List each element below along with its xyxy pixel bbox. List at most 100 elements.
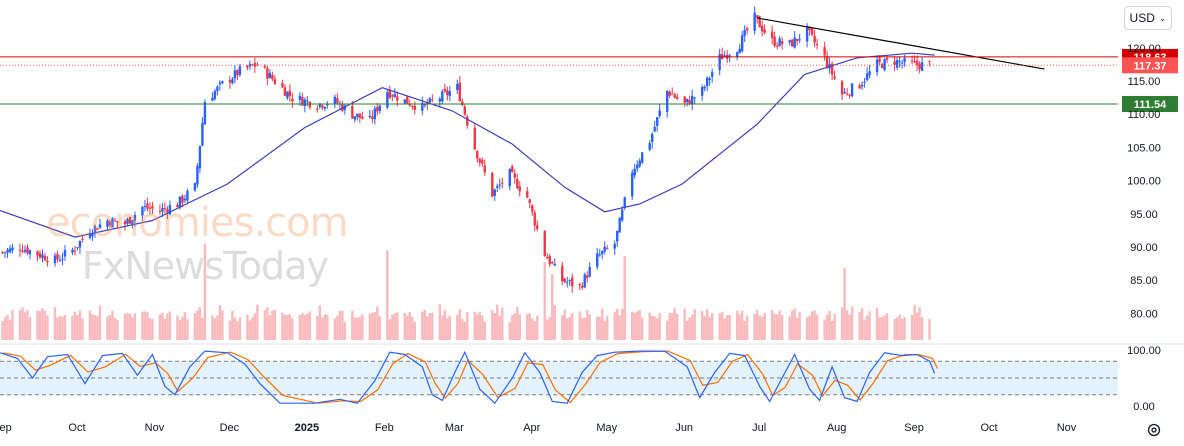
volume-bar (670, 312, 674, 340)
candle-body (920, 62, 924, 71)
volume-bar (493, 313, 496, 340)
candle-body (536, 225, 539, 229)
candle-body (76, 247, 79, 249)
volume-bar (728, 314, 731, 340)
candle-body (396, 96, 399, 101)
volume-bar (306, 313, 309, 340)
volume-bar (431, 312, 434, 340)
volume-bar (56, 317, 59, 340)
volume-bar (303, 315, 307, 340)
volume-bar (221, 310, 224, 340)
candle-body (845, 93, 849, 95)
candle-body (46, 260, 49, 263)
candle-body (546, 257, 549, 259)
volume-bar (443, 309, 446, 340)
volume-bar (810, 311, 814, 340)
candle-body (53, 255, 57, 264)
volume-bars (1, 244, 931, 340)
volume-bar (351, 310, 354, 340)
candle-body (813, 35, 816, 43)
candle-body (113, 220, 117, 222)
candle-body (616, 230, 619, 242)
volume-bar (301, 313, 304, 340)
volume-bar (213, 318, 217, 340)
candle-body (111, 218, 114, 228)
volume-bar (151, 318, 154, 340)
volume-bar (481, 315, 484, 340)
candle-body (421, 102, 424, 111)
candle-body (3, 252, 7, 254)
candle-body (868, 71, 871, 76)
candle-body (858, 85, 861, 89)
candle-body (388, 89, 392, 98)
volume-bar (568, 316, 571, 340)
settings-button[interactable] (1144, 420, 1164, 440)
level-label-current: 117.37 (1133, 60, 1166, 72)
volume-bar (253, 313, 257, 340)
volume-bar (893, 318, 896, 340)
candle-body (578, 284, 581, 286)
candle-body (316, 108, 319, 110)
candle-body (148, 207, 152, 209)
candle-body (598, 254, 601, 256)
descending-trendline (757, 17, 1045, 70)
volume-bar (3, 317, 7, 340)
volume-bar (218, 305, 222, 340)
candle-body (326, 104, 329, 106)
volume-bar (26, 310, 29, 340)
candle-body (73, 250, 77, 252)
candle-body (863, 81, 866, 83)
volume-bar (913, 304, 916, 340)
volume-bar (773, 313, 776, 340)
volume-bar (920, 317, 924, 340)
volume-bar (88, 310, 92, 340)
candle-body (91, 234, 94, 237)
candle-body (561, 265, 564, 282)
volume-bar (148, 318, 152, 340)
candle-body (571, 277, 574, 287)
candle-body (621, 209, 624, 221)
volume-bar (391, 314, 394, 340)
volume-bar (533, 321, 536, 340)
volume-bar (850, 306, 854, 340)
x-tick-label: Jul (752, 422, 766, 434)
x-tick-label: Sep (0, 422, 12, 434)
volume-bar (770, 310, 774, 340)
candle-body (108, 221, 112, 226)
volume-bar (396, 312, 399, 340)
volume-bar (636, 311, 639, 340)
volume-bar (18, 310, 22, 340)
volume-bar (356, 317, 359, 340)
volume-bar (36, 310, 39, 340)
volume-bar (376, 306, 379, 340)
volume-bar (368, 313, 372, 340)
volume-bar (703, 315, 706, 340)
candle-body (8, 248, 12, 253)
volume-bar (41, 308, 44, 340)
candle-body (63, 250, 67, 257)
volume-bar (763, 313, 766, 340)
volume-bar (11, 310, 14, 340)
volume-bar (78, 310, 82, 340)
candle-body (476, 150, 479, 159)
volume-bar (318, 305, 322, 340)
volume-bar (283, 314, 287, 340)
chevron-down-icon: ⌄ (1158, 12, 1167, 23)
x-tick-label: Mar (445, 422, 464, 434)
volume-bar (21, 307, 24, 340)
currency-selector[interactable]: USD ⌄ (1124, 6, 1172, 30)
volume-bar (106, 316, 109, 340)
candle-body (371, 116, 374, 119)
candle-body (106, 220, 109, 227)
candle-body (403, 99, 407, 104)
volume-bar (238, 317, 242, 340)
volume-bar (268, 315, 272, 340)
volume-bar (76, 315, 79, 340)
volume-bar (358, 316, 362, 340)
volume-bar (583, 317, 586, 340)
candle-body (178, 196, 182, 207)
candle-body (526, 191, 529, 198)
candle-body (321, 105, 324, 108)
candle-body (690, 96, 694, 105)
volume-bar (408, 312, 412, 340)
